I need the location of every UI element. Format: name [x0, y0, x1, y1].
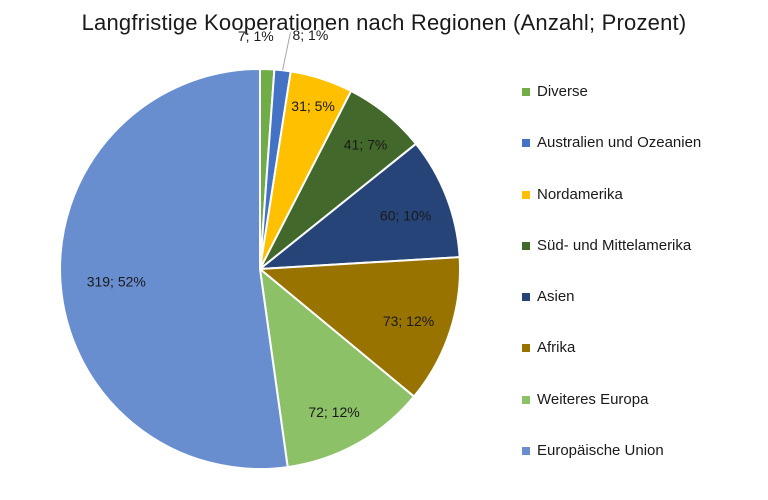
chart-title: Langfristige Kooperationen nach Regionen…	[81, 10, 687, 35]
data-label: 7; 1%	[238, 28, 274, 44]
label-leader-lines	[282, 32, 291, 71]
legend-item: Afrika	[522, 338, 701, 389]
pie-data-labels: 7; 1% 8; 1% 31; 5% 41; 7% 60; 10% 73; 12% 72; …	[87, 27, 434, 420]
pie-slice-afrika	[257, 256, 461, 398]
legend-item: Australien und Ozeanien	[522, 133, 701, 184]
pie-slice-europäische-union	[59, 67, 289, 470]
legend-swatch	[522, 395, 530, 404]
legend-item: Diverse	[522, 82, 701, 133]
legend-label: Weiteres Europa	[537, 390, 649, 408]
data-label: 72; 12%	[308, 404, 359, 420]
legend-swatch	[522, 447, 530, 456]
data-label: 41; 7%	[344, 137, 388, 153]
data-label: 60; 10%	[380, 208, 431, 224]
data-label: 73; 12%	[383, 313, 434, 329]
legend-item: Asien	[522, 287, 701, 338]
pie-slice-asien	[256, 142, 461, 271]
data-label: 319; 52%	[87, 274, 146, 290]
legend-label: Afrika	[537, 339, 576, 357]
legend-label: Diverse	[537, 83, 588, 100]
legend-swatch	[522, 88, 530, 96]
data-label: 8; 1%	[292, 27, 328, 43]
legend-swatch	[522, 139, 530, 148]
legend-swatch	[522, 293, 530, 302]
chart-legend: Diverse Australien und Ozeanien Nordamerik…	[522, 82, 701, 492]
legend-swatch	[522, 344, 530, 353]
legend-swatch	[522, 241, 530, 250]
legend-label: Asien	[537, 288, 575, 306]
legend-label: Nordamerika	[537, 185, 623, 203]
data-label: 31; 5%	[291, 98, 335, 114]
legend-item: Europäische Union	[522, 441, 701, 492]
legend-item: Süd- und Mittelamerika	[522, 236, 701, 287]
legend-label: Süd- und Mittelamerika	[537, 236, 692, 254]
pie-slice-weiteres-europa	[258, 266, 416, 469]
pie-slices	[59, 67, 461, 470]
leader-line	[282, 32, 291, 71]
legend-swatch	[522, 190, 530, 199]
legend-label: Australien und Ozeanien	[537, 134, 702, 152]
legend-item: Weiteres Europa	[522, 390, 701, 441]
legend-item: Nordamerika	[522, 185, 701, 236]
legend-label: Europäische Union	[537, 442, 664, 460]
